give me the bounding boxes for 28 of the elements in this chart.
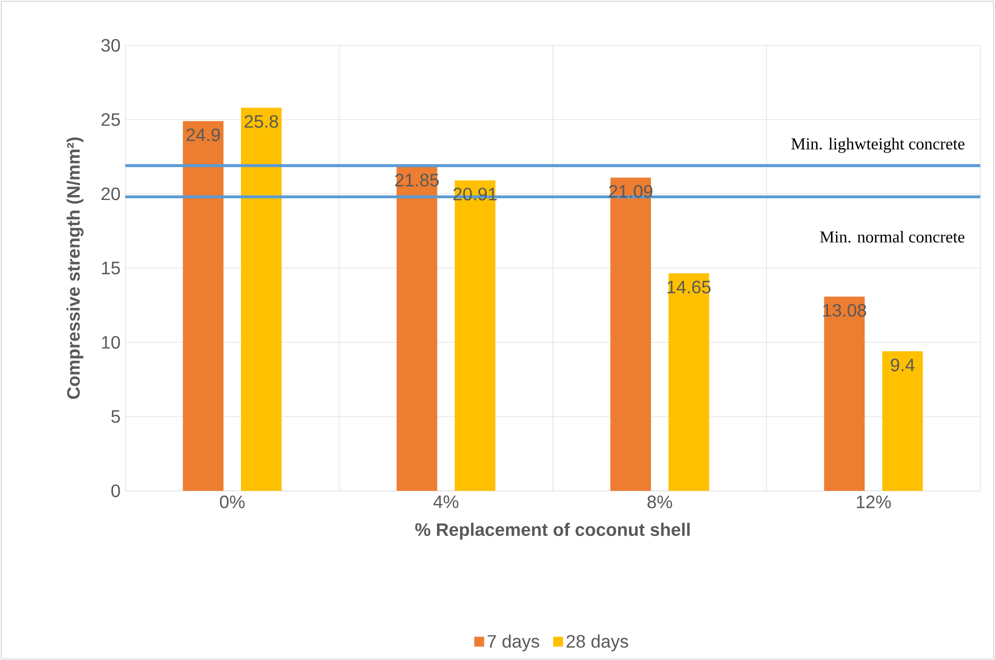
y-tick-label: 15 bbox=[102, 262, 120, 274]
data-label: 9.4 bbox=[890, 358, 915, 372]
y-tick-label: 30 bbox=[101, 38, 120, 52]
x-axis-title: % Replacement of coconut shell bbox=[415, 522, 690, 540]
x-tick-label: 12% bbox=[856, 495, 891, 508]
legend-label: 7 days bbox=[488, 634, 540, 652]
bar bbox=[668, 273, 710, 491]
data-label: 25.8 bbox=[244, 114, 278, 128]
bar bbox=[610, 178, 651, 491]
y-tick-label: 10 bbox=[102, 336, 120, 349]
bar bbox=[182, 120, 224, 491]
bar bbox=[396, 166, 438, 491]
y-tick-label: 0 bbox=[111, 484, 120, 498]
legend-label: 28 days bbox=[566, 634, 628, 652]
y-tick-label: 5 bbox=[111, 410, 120, 423]
y-tick-label: 20 bbox=[102, 187, 120, 200]
x-tick-label: 8% bbox=[647, 495, 672, 508]
y-tick-label: 25 bbox=[102, 113, 120, 126]
bar bbox=[241, 108, 282, 491]
bar bbox=[882, 351, 923, 491]
ref-line-label: Min. lighwteight concrete bbox=[791, 138, 964, 153]
data-label: 24.9 bbox=[186, 128, 220, 142]
ref-line-label: Min. normal concrete bbox=[820, 230, 964, 243]
bar bbox=[454, 180, 496, 491]
bar bbox=[824, 296, 865, 491]
y-axis-title: Compressive strength (N/mm²) bbox=[66, 137, 84, 399]
x-tick-label: 0% bbox=[220, 495, 245, 508]
x-tick-label: 4% bbox=[433, 495, 458, 508]
